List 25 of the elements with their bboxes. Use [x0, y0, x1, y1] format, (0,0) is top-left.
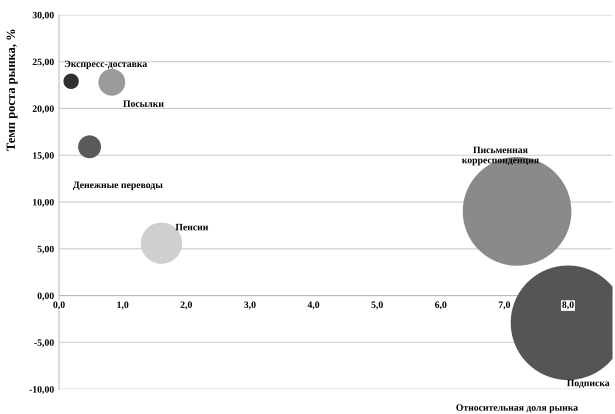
x-tick-label: 5,0 [371, 301, 383, 310]
y-tick-label: 20,00 [32, 105, 54, 114]
x-tick-label: 2,0 [180, 301, 192, 310]
x-axis-title: Относительная доля рынка [456, 404, 578, 413]
y-tick-label: -10,00 [29, 386, 54, 394]
text: Денежные переводы [72, 182, 163, 190]
y-tick-label: -5,00 [34, 339, 54, 348]
y-tick-label: 30,00 [32, 12, 54, 20]
series-label: Пенсии [176, 224, 208, 230]
series-label: Посылки [123, 100, 164, 107]
y-axis-title: Темп роста рынка, % [6, 30, 18, 151]
x-tick-label: 8,0 [562, 301, 574, 310]
y-tick-label: 25,00 [32, 58, 54, 67]
x-tick-label: 0,0 [53, 301, 65, 310]
y-tick-label: 0,00 [38, 292, 54, 300]
x-tick-label: 3,0 [244, 301, 256, 310]
series-label: Подписка [566, 380, 610, 388]
x-tick-label: 6,0 [435, 301, 446, 310]
y-tick-label: 5,00 [38, 246, 54, 254]
series-label: Экспресс-доставка [64, 60, 148, 70]
x-tick-label: 1,0 [117, 301, 128, 310]
y-tick-label: 15,00 [33, 152, 54, 160]
y-tick-label: 10,00 [33, 198, 54, 207]
x-tick-label: 4,0 [308, 301, 320, 310]
x-tick-label: 7,0 [498, 301, 510, 310]
